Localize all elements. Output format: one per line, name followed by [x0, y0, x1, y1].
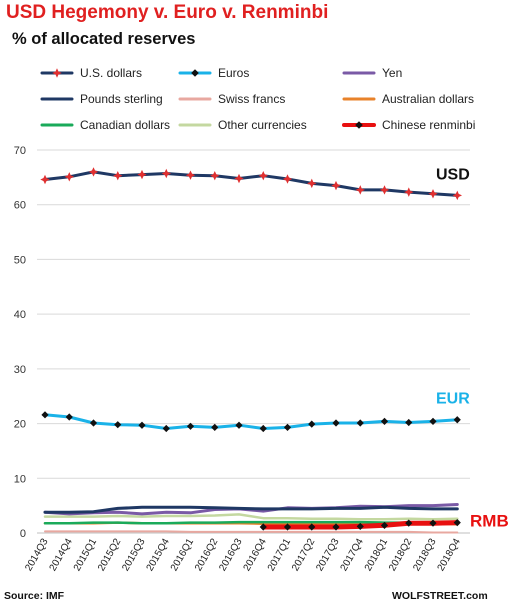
- point-marker: [308, 523, 316, 531]
- point-marker: [283, 523, 292, 531]
- y-tick-label: 40: [14, 309, 26, 321]
- point-marker: [453, 519, 461, 527]
- point-marker: [185, 170, 196, 180]
- y-tick-label: 20: [14, 419, 26, 431]
- credit-note: WOLFSTREET.com: [392, 590, 488, 602]
- point-marker: [210, 170, 220, 181]
- point-marker: [211, 423, 219, 432]
- series-lines: [43, 170, 460, 534]
- series-line-swiss-francs: [44, 530, 459, 534]
- annotation-label: USD: [436, 166, 470, 183]
- point-marker: [161, 168, 172, 179]
- point-marker: [356, 419, 364, 427]
- point-marker: [258, 170, 269, 181]
- point-marker: [113, 170, 123, 181]
- series-line-pounds-sterling: [43, 505, 459, 514]
- series-markers: [40, 167, 463, 531]
- y-tick-label: 30: [14, 364, 26, 376]
- y-tick-label: 70: [14, 145, 26, 157]
- y-axis-ticks: 0 10 20 30 40 50 60 70: [14, 145, 26, 540]
- annotations: USD EUR RMB: [436, 166, 508, 530]
- point-marker: [355, 121, 363, 129]
- y-tick-label: 0: [20, 528, 26, 540]
- point-marker: [114, 421, 122, 429]
- point-marker: [405, 519, 413, 527]
- point-marker: [41, 411, 49, 419]
- point-marker: [405, 418, 413, 427]
- point-marker: [259, 523, 267, 531]
- point-marker: [64, 172, 75, 182]
- point-marker: [307, 178, 317, 189]
- annotation-label: EUR: [436, 391, 470, 408]
- legend-label: Australian dollars: [382, 92, 474, 106]
- legend-label: U.S. dollars: [80, 66, 142, 80]
- series-line-euros: [43, 413, 459, 430]
- point-marker: [332, 419, 340, 427]
- legend-label: Euros: [218, 66, 249, 80]
- legend-label: Canadian dollars: [80, 118, 170, 132]
- point-marker: [235, 421, 243, 429]
- point-marker: [52, 68, 62, 78]
- legend-label: Swiss francs: [218, 92, 285, 106]
- point-marker: [162, 424, 170, 433]
- point-marker: [234, 173, 244, 184]
- point-marker: [88, 167, 99, 177]
- point-marker: [186, 422, 195, 430]
- y-tick-label: 50: [14, 254, 26, 266]
- point-marker: [89, 419, 98, 427]
- point-marker: [282, 174, 293, 184]
- point-marker: [404, 187, 414, 197]
- point-marker: [65, 413, 73, 421]
- point-marker: [283, 423, 292, 432]
- gridlines: [37, 149, 470, 534]
- x-tick-label: 2018Q4: [436, 536, 464, 573]
- point-marker: [191, 69, 199, 77]
- point-marker: [428, 189, 438, 199]
- x-axis-ticks: 2014Q32014Q42015Q12015Q22015Q32015Q42016…: [23, 536, 463, 573]
- chart-title: USD Hegemony v. Euro v. Renminbi: [6, 2, 329, 23]
- point-marker: [40, 174, 50, 185]
- chart-subtitle: % of allocated reserves: [12, 30, 196, 48]
- point-marker: [453, 416, 461, 424]
- point-marker: [259, 424, 267, 433]
- point-marker: [356, 522, 364, 531]
- point-marker: [380, 417, 389, 425]
- y-tick-label: 60: [14, 200, 26, 212]
- point-marker: [308, 420, 316, 428]
- legend: U.S. dollars Euros Yen Pounds sterling Swiss…: [40, 66, 475, 132]
- y-tick-label: 10: [14, 473, 26, 485]
- point-marker: [138, 421, 146, 429]
- point-marker: [355, 185, 366, 195]
- series-line-other-currencies: [43, 513, 459, 521]
- series-line-u-s-dollars: [43, 170, 459, 197]
- point-marker: [452, 190, 463, 201]
- point-marker: [429, 417, 437, 425]
- point-marker: [380, 521, 389, 529]
- legend-label: Chinese renminbi: [382, 118, 475, 132]
- legend-label: Other currencies: [218, 118, 307, 132]
- annotation-label: RMB: [470, 512, 508, 531]
- legend-label: Pounds sterling: [80, 92, 163, 106]
- point-marker: [137, 169, 147, 180]
- point-marker: [331, 180, 341, 191]
- legend-label: Yen: [382, 66, 402, 80]
- point-marker: [332, 523, 340, 531]
- point-marker: [379, 185, 390, 195]
- source-note: Source: IMF: [4, 590, 65, 602]
- point-marker: [429, 519, 437, 527]
